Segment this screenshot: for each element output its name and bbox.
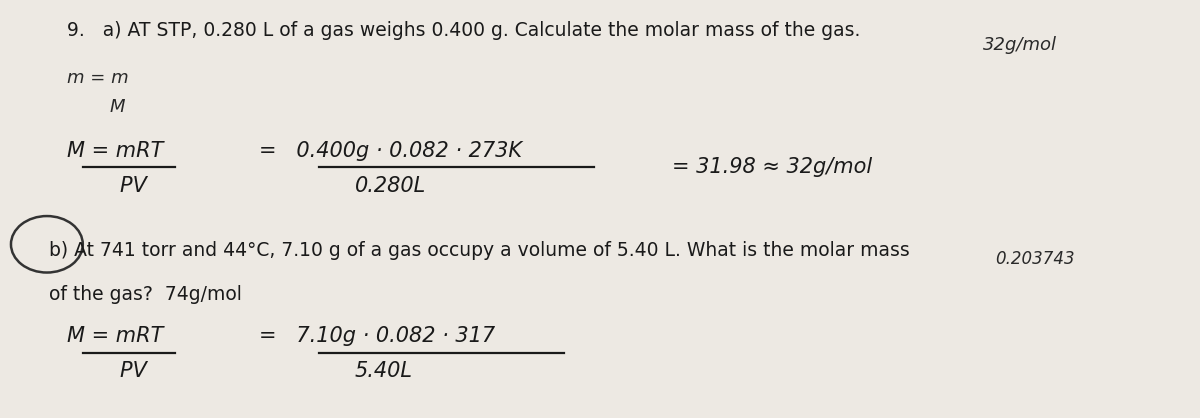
Text: of the gas?  74g/mol: of the gas? 74g/mol bbox=[49, 285, 242, 303]
Text: 0.280L: 0.280L bbox=[354, 176, 426, 196]
Text: b) At 741 torr and 44°C, 7.10 g of a gas occupy a volume of 5.40 L. What is the : b) At 741 torr and 44°C, 7.10 g of a gas… bbox=[49, 241, 910, 260]
Text: = 31.98 ≈ 32g/mol: = 31.98 ≈ 32g/mol bbox=[672, 158, 872, 178]
Text: M = mRT: M = mRT bbox=[67, 141, 163, 161]
Text: M: M bbox=[109, 98, 125, 116]
Text: 0.203743: 0.203743 bbox=[995, 250, 1075, 268]
Text: m = m: m = m bbox=[67, 69, 128, 87]
Text: 9.   a) AT STP, 0.280 L of a gas weighs 0.400 g. Calculate the molar mass of the: 9. a) AT STP, 0.280 L of a gas weighs 0.… bbox=[67, 21, 860, 40]
Text: M = mRT: M = mRT bbox=[67, 326, 163, 346]
Text: PV: PV bbox=[67, 176, 148, 196]
Text: 5.40L: 5.40L bbox=[354, 361, 413, 381]
Text: 32g/mol: 32g/mol bbox=[983, 36, 1057, 54]
Text: =   7.10g · 0.082 · 317: = 7.10g · 0.082 · 317 bbox=[259, 326, 494, 346]
Text: =   0.400g · 0.082 · 273K: = 0.400g · 0.082 · 273K bbox=[259, 141, 522, 161]
Text: PV: PV bbox=[67, 361, 148, 381]
